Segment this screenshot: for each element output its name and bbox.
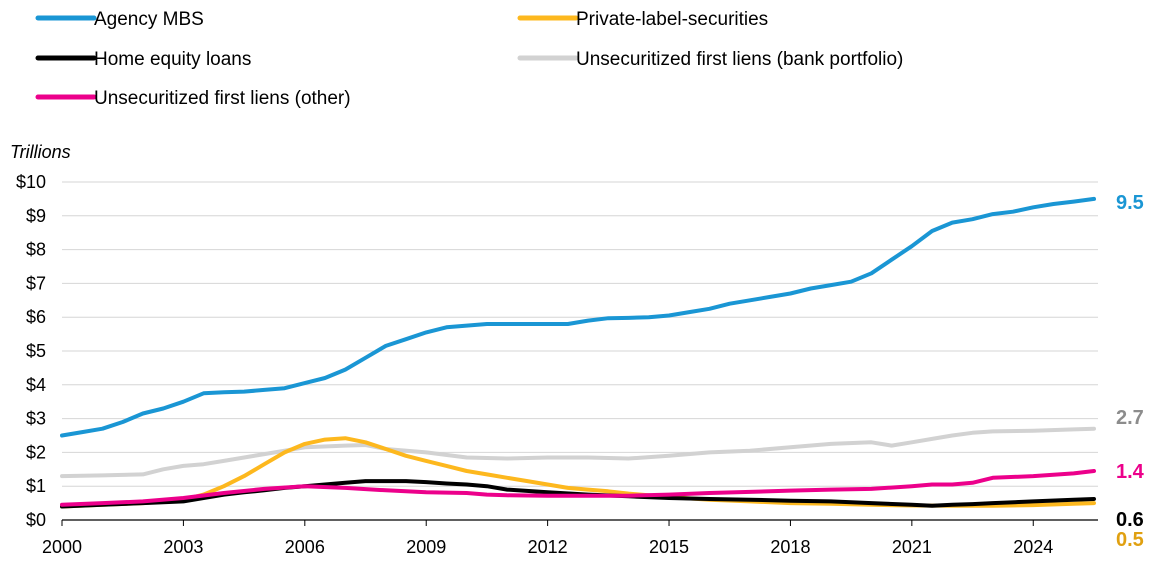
x-tick-label: 2021	[892, 537, 932, 557]
y-tick-label: $6	[26, 307, 46, 327]
y-tick-label: $10	[16, 172, 46, 192]
y-tick-label: $3	[26, 409, 46, 429]
y-tick-label: $8	[26, 240, 46, 260]
y-tick-label: $0	[26, 510, 46, 530]
legend-label: Unsecuritized first liens (other)	[94, 88, 351, 109]
end-label-unsecuritized-first-liens-other: 1.4	[1116, 461, 1145, 483]
end-label-private-label-securities: 0.5	[1116, 529, 1144, 551]
end-label-unsecuritized-first-liens-bank-portfolio: 2.7	[1116, 407, 1144, 429]
y-tick-label: $1	[26, 476, 46, 496]
legend-item-unsecuritized-first-liens-other: Unsecuritized first liens (other)	[35, 88, 351, 109]
y-tick-label: $7	[26, 273, 46, 293]
y-tick-label: $4	[26, 375, 46, 395]
x-tick-label: 2018	[770, 537, 810, 557]
legend-label: Private-label-securities	[576, 9, 768, 30]
series-lines	[60, 196, 1096, 509]
legend: Agency MBS Private-label-securities Home e…	[35, 9, 903, 109]
y-tick-label: $5	[26, 341, 46, 361]
legend-item-unsecuritized-first-liens-bank-portfolio: Unsecuritized first liens (bank portfoli…	[517, 49, 903, 70]
y-axis-ticks: $0 $1 $2 $3 $4 $5 $6 $7 $8 $9 $10	[16, 172, 46, 530]
x-tick-label: 2000	[42, 537, 82, 557]
x-tick-label: 2024	[1013, 537, 1053, 557]
legend-label: Home equity loans	[94, 49, 251, 70]
x-tick-label: 2015	[649, 537, 689, 557]
legend-label: Agency MBS	[94, 9, 204, 30]
series-line-agency-mbs	[60, 196, 1096, 438]
end-labels: 9.5 0.50.6 2.7 1.4	[1116, 192, 1145, 551]
legend-item-home-equity-loans: Home equity loans	[35, 49, 251, 70]
end-label-agency-mbs: 9.5	[1116, 192, 1144, 214]
x-axis-ticks: 2000 2003 2006 2009 2012 2015 2018 2021 2024	[42, 520, 1053, 557]
series-line-unsecuritized-first-liens-other	[60, 469, 1096, 507]
series-line-unsecuritized-first-liens-bank-portfolio	[60, 426, 1096, 479]
x-tick-label: 2006	[285, 537, 325, 557]
x-tick-label: 2012	[528, 537, 568, 557]
gridlines	[62, 181, 1098, 521]
x-tick-label: 2003	[163, 537, 203, 557]
legend-item-private-label-securities: Private-label-securities	[517, 9, 768, 30]
legend-item-agency-mbs: Agency MBS	[35, 9, 204, 30]
x-tick-label: 2009	[406, 537, 446, 557]
y-tick-label: $9	[26, 206, 46, 226]
y-tick-label: $2	[26, 442, 46, 462]
end-label-home-equity-loans: 0.6	[1116, 509, 1144, 531]
legend-label: Unsecuritized first liens (bank portfoli…	[576, 49, 903, 70]
y-axis-label: Trillions	[10, 142, 71, 162]
